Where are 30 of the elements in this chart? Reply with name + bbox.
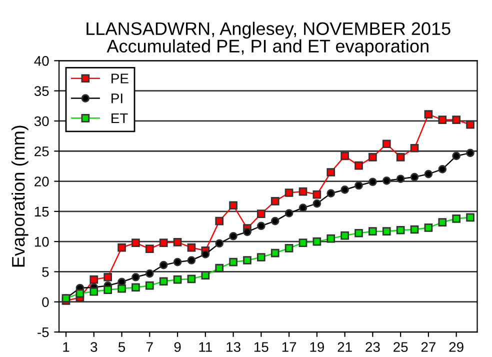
x-tick-label: 27: [421, 342, 436, 352]
y-axis-title: Evaporation (mm): [11, 126, 28, 267]
y-tick-label: 40: [34, 56, 49, 66]
legend-label: ET: [112, 113, 128, 124]
legend-label: PE: [112, 74, 128, 84]
x-tick-label: 9: [174, 342, 181, 352]
x-tick-label: 1: [63, 342, 70, 352]
x-tick-label: 13: [226, 342, 240, 352]
y-tick-label: 5: [42, 267, 49, 277]
x-tick-label: 5: [118, 342, 126, 352]
y-tick-label: 35: [34, 86, 49, 96]
x-tick-label: 17: [282, 342, 296, 352]
x-tick-label: 7: [146, 342, 153, 352]
y-tick-label: 15: [34, 206, 49, 217]
y-tick-label: 10: [34, 236, 49, 247]
x-tick-label: 3: [90, 342, 98, 352]
y-tick-label: 0: [42, 297, 49, 308]
x-tick-label: 21: [338, 342, 352, 352]
x-tick-label: 23: [366, 342, 380, 352]
x-tick-label: 15: [254, 342, 268, 352]
x-tick-label: 25: [394, 342, 408, 352]
x-tick-label: 29: [449, 342, 464, 352]
y-tick-label: -5: [38, 327, 49, 338]
legend-label: PI: [112, 94, 122, 104]
chart-title: LLANSADWRN, Anglesey, NOVEMBER 2015 Accumulated PE, PI and ET evaporation: [86, 22, 450, 56]
x-tick-label: 11: [199, 342, 212, 352]
y-tick-label: 25: [34, 146, 49, 156]
y-tick-label: 30: [34, 116, 49, 126]
x-tick-label: 19: [310, 342, 324, 352]
y-tick-label: 20: [34, 176, 49, 186]
